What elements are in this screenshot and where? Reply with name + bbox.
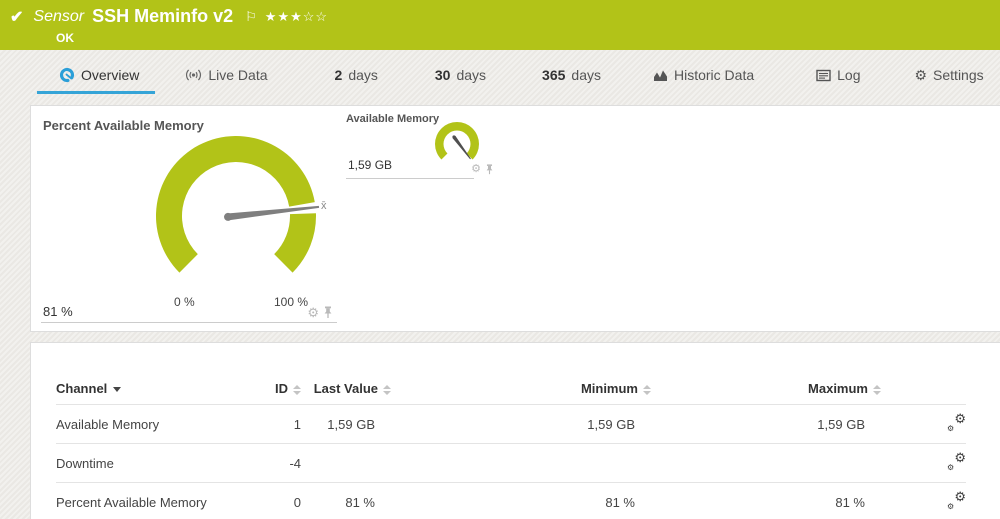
table-row: Available Memory 1 1,59 GB 1,59 GB 1,59 … — [56, 404, 966, 444]
gauge-settings-gear-icon[interactable]: ⚙ — [471, 163, 481, 175]
average-marker: x̄ — [321, 200, 327, 212]
secondary-gauge-block: Available Memory 1,59 GB ⚙ — [346, 113, 496, 179]
column-header-minimum[interactable]: Minimum — [391, 375, 651, 405]
gauge-min-label: 0 % — [174, 295, 195, 309]
log-list-icon — [816, 69, 831, 82]
table-row: Downtime -4 ⚙ ⚙ — [56, 443, 966, 483]
tab-label: Overview — [81, 67, 140, 83]
channel-maximum: 81 % — [651, 482, 881, 519]
tab-number: 30 — [434, 67, 451, 83]
gauge-pin-icon[interactable] — [485, 164, 494, 175]
tab-label: Historic Data — [673, 67, 755, 83]
column-header-id[interactable]: ID — [256, 375, 301, 405]
status-check-icon: ✔ — [10, 8, 24, 26]
channel-last-value — [301, 443, 391, 483]
gauge-settings-gear-icon[interactable]: ⚙ — [307, 305, 319, 320]
available-memory-gauge — [435, 122, 479, 160]
sensor-status-badge: OK — [56, 31, 74, 45]
tab-historic-data[interactable]: Historic Data — [651, 61, 756, 94]
tab-label: days — [456, 67, 487, 83]
object-kind-label: Sensor — [33, 7, 85, 25]
secondary-gauge-title: Available Memory — [346, 113, 440, 125]
channel-maximum — [651, 443, 881, 483]
channel-last-value: 81 % — [301, 482, 391, 519]
tab-2-days[interactable]: 2 days — [333, 61, 380, 94]
channel-minimum: 1,59 GB — [391, 404, 651, 444]
channel-minimum — [391, 443, 651, 483]
channels-panel: Channel ID Last Value Minimum Maximum — [30, 342, 1000, 519]
percent-available-memory-gauge — [155, 135, 320, 273]
tab-number: 2 — [334, 67, 343, 83]
channel-settings-gears-icon[interactable]: ⚙ ⚙ — [947, 450, 966, 472]
tab-number: 365 — [542, 67, 566, 83]
channel-maximum: 1,59 GB — [651, 404, 881, 444]
tab-bar: Overview Live Data 2 days 30 days 365 da… — [0, 58, 1000, 94]
flag-icon[interactable]: ⚐ — [245, 8, 257, 24]
tab-label: days — [348, 67, 378, 83]
channel-settings-gears-icon[interactable]: ⚙ ⚙ — [947, 489, 966, 511]
channel-last-value: 1,59 GB — [301, 404, 391, 444]
sort-arrows-icon — [293, 384, 301, 395]
channel-id: 0 — [256, 482, 301, 519]
channel-name: Downtime — [56, 443, 256, 483]
sensor-header: ✔ Sensor SSH Meminfo v2 ⚐ ★★★☆☆ OK — [0, 0, 1000, 50]
tab-overview[interactable]: Overview — [36, 61, 156, 94]
tab-live-data[interactable]: Live Data — [183, 61, 269, 94]
channel-id: 1 — [256, 404, 301, 444]
gear-icon: ⚙ — [914, 67, 928, 83]
channel-table: Channel ID Last Value Minimum Maximum — [56, 375, 966, 519]
column-header-actions — [881, 375, 966, 405]
gauges-panel: Percent Available Memory x̄ 0 % 100 % 81… — [30, 105, 1000, 332]
tab-365-days[interactable]: 365 days — [540, 61, 603, 94]
priority-stars[interactable]: ★★★☆☆ — [264, 8, 329, 24]
gauge-icon — [59, 67, 75, 83]
channel-name: Percent Available Memory — [56, 482, 256, 519]
gauge-pin-icon[interactable] — [323, 306, 333, 319]
broadcast-icon — [185, 68, 202, 82]
primary-gauge-value: 81 % — [43, 304, 73, 319]
tab-log[interactable]: Log — [814, 61, 862, 94]
tab-label: Log — [837, 67, 861, 83]
gauge-max-label: 100 % — [274, 295, 309, 309]
channel-id: -4 — [256, 443, 301, 483]
tab-settings[interactable]: ⚙ Settings — [912, 61, 985, 94]
table-row: Percent Available Memory 0 81 % 81 % 81 … — [56, 482, 966, 519]
channel-minimum: 81 % — [391, 482, 651, 519]
tab-30-days[interactable]: 30 days — [433, 61, 488, 94]
area-chart-icon — [653, 68, 668, 82]
tab-label: Live Data — [208, 67, 268, 83]
sort-arrows-icon — [383, 384, 391, 395]
primary-gauge-title: Percent Available Memory — [43, 118, 204, 133]
tab-label: days — [571, 67, 601, 83]
sort-direction-icon — [113, 387, 122, 393]
secondary-gauge-value: 1,59 GB — [348, 158, 393, 172]
channel-name: Available Memory — [56, 404, 256, 444]
primary-gauge-needle — [224, 205, 320, 221]
column-header-last-value[interactable]: Last Value — [301, 375, 391, 405]
sensor-title: SSH Meminfo v2 — [92, 6, 234, 26]
column-header-maximum[interactable]: Maximum — [651, 375, 881, 405]
channel-settings-gears-icon[interactable]: ⚙ ⚙ — [947, 411, 966, 433]
tab-label: Settings — [933, 67, 984, 83]
sort-arrows-icon — [873, 384, 881, 395]
column-header-channel[interactable]: Channel — [56, 375, 256, 405]
sort-arrows-icon — [643, 384, 651, 395]
primary-gauge-block: Percent Available Memory x̄ 0 % 100 % 81… — [41, 114, 337, 323]
